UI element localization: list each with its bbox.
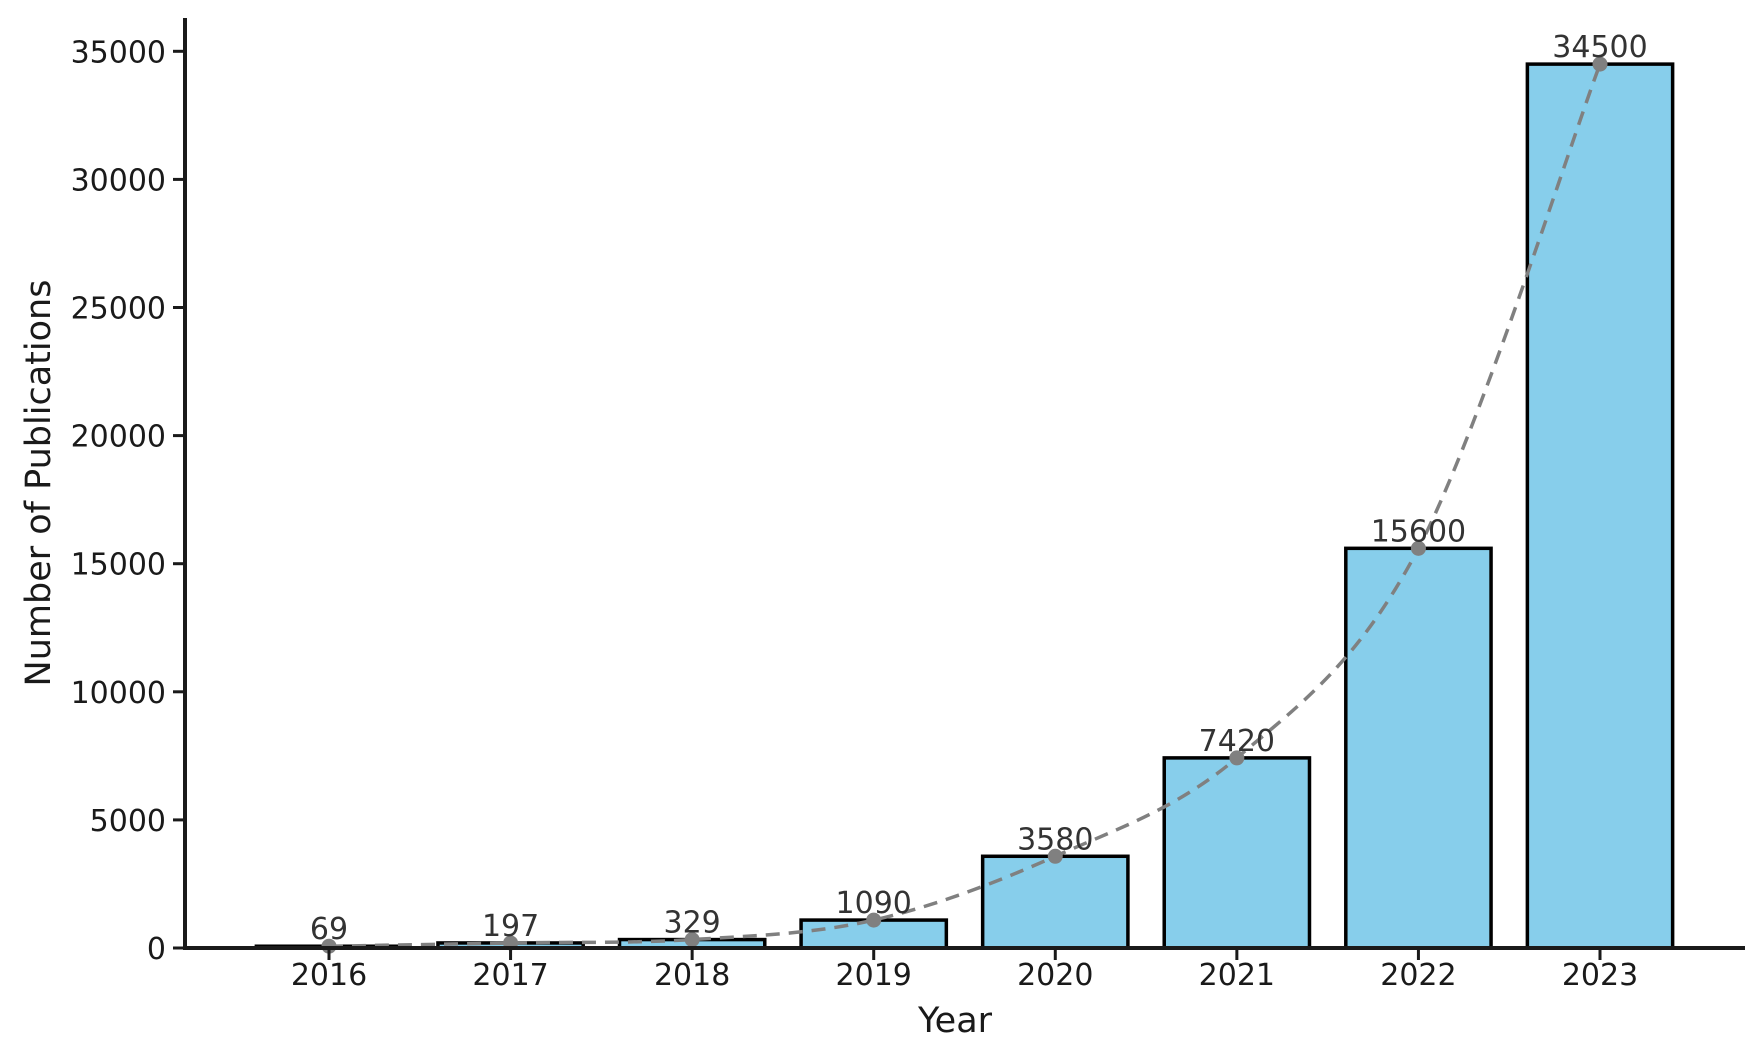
x-tick-label-2018: 2018: [654, 958, 730, 993]
trend-point-2020: [1047, 848, 1063, 864]
data-label-2022: 15600: [1371, 514, 1466, 549]
x-axis-title: Year: [917, 1001, 993, 1041]
y-tick-label-5000: 5000: [90, 804, 166, 839]
trend-point-2023: [1592, 56, 1608, 72]
x-tick-label-2019: 2019: [836, 958, 912, 993]
y-tick-label-15000: 15000: [71, 548, 166, 583]
trend-point-2018: [684, 932, 700, 948]
data-labels: 69 197 329 1090 3580 7420 15600 34500: [310, 30, 1648, 947]
x-tick-label-2017: 2017: [472, 958, 548, 993]
x-tick-label-2020: 2020: [1017, 958, 1093, 993]
x-tick-label-2016: 2016: [291, 958, 367, 993]
data-label-2021: 7420: [1199, 724, 1275, 759]
data-label-2023: 34500: [1552, 30, 1647, 65]
bar-2022: [1344, 546, 1493, 950]
y-tick-label-0: 0: [147, 932, 166, 967]
data-label-2020: 3580: [1017, 822, 1093, 857]
trend-point-2022: [1410, 540, 1426, 556]
y-tick-label-30000: 30000: [71, 163, 166, 198]
data-label-2016: 69: [310, 912, 348, 947]
bar-2023: [1525, 62, 1675, 950]
y-axis-ticks: 0 5000 10000 15000 20000 25000 30000 35000: [71, 35, 185, 967]
x-axis-ticks: 2016 2017 2018 2019 2020 2021 2022 2023: [291, 948, 1638, 993]
data-label-2019: 1090: [836, 886, 912, 921]
x-tick-label-2022: 2022: [1380, 958, 1456, 993]
y-tick-label-20000: 20000: [71, 420, 166, 455]
bar-series: [254, 62, 1675, 950]
axes: [183, 18, 1745, 950]
trend-line: [328, 63, 1602, 948]
y-axis-title: Number of Publications: [19, 280, 59, 687]
x-tick-label-2021: 2021: [1199, 958, 1275, 993]
bar-2020: [980, 854, 1130, 950]
y-tick-label-25000: 25000: [71, 292, 166, 327]
data-label-2018: 329: [664, 906, 721, 941]
bar-2021: [1162, 756, 1312, 950]
trend-point-2021: [1229, 750, 1245, 766]
x-tick-label-2023: 2023: [1562, 958, 1638, 993]
y-tick-label-35000: 35000: [71, 35, 166, 70]
data-label-2017: 197: [482, 909, 539, 944]
trend-point-2019: [866, 912, 882, 928]
y-tick-label-10000: 10000: [71, 676, 166, 711]
